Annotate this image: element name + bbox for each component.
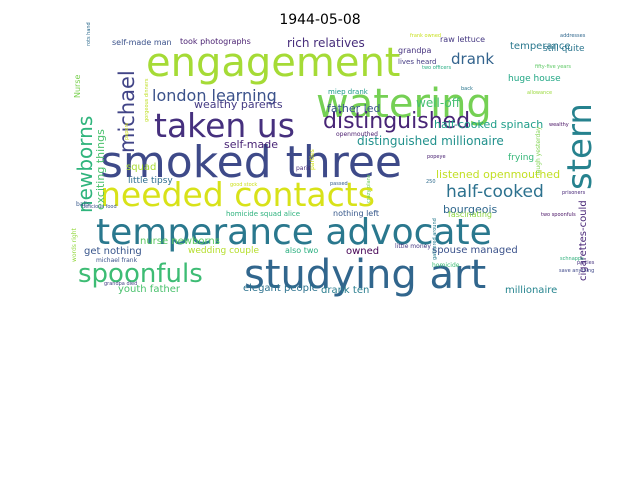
word-4: watering	[316, 81, 492, 127]
word-35: get nothing	[84, 246, 142, 257]
word-72: save anything	[559, 268, 594, 274]
word-21: listened openmouthed	[436, 168, 560, 181]
word-0: smoked three	[100, 137, 402, 188]
word-7: stern	[560, 103, 600, 190]
word-75: delicious food	[82, 204, 117, 210]
word-68: prisoners	[562, 190, 586, 196]
word-53: balls	[76, 201, 90, 208]
word-14: drank	[451, 50, 494, 68]
word-45: little tipsy	[128, 176, 173, 186]
word-70: schnapps	[560, 256, 584, 262]
word-79: wealthy	[549, 122, 569, 128]
word-57: paris	[296, 165, 311, 172]
word-27: raw lettuce	[440, 35, 485, 44]
word-10: michael	[115, 70, 139, 153]
word-54: words right	[71, 227, 78, 262]
word-40: cigarettes-could	[578, 200, 589, 281]
word-24: self-made	[224, 138, 278, 151]
word-3: engagement	[146, 40, 400, 86]
word-32: elegant people	[243, 283, 318, 294]
word-74: two officers	[422, 65, 451, 71]
word-73: fifty-five years	[535, 64, 571, 70]
word-48: still quite	[543, 44, 585, 54]
word-55: little money	[395, 243, 431, 250]
word-41: nothing left	[333, 209, 379, 218]
word-30: nurse newborns	[140, 236, 220, 247]
word-78: popeye	[427, 154, 446, 160]
word-9: distinguished	[323, 109, 470, 134]
word-37: owned	[346, 246, 379, 257]
word-43: also two	[285, 246, 318, 255]
word-62: 250	[426, 179, 436, 185]
word-12: half-cooked	[446, 182, 544, 202]
word-67: gorgeous dinners	[144, 78, 150, 122]
word-66: papers	[124, 122, 130, 140]
word-17: rich relatives	[287, 36, 365, 50]
word-26: huge house	[508, 74, 561, 84]
word-36: squad	[126, 162, 156, 173]
word-80: addresses	[560, 33, 586, 39]
word-6: taken us	[154, 106, 295, 145]
word-69: two spoonfuls	[541, 212, 576, 218]
word-34: millionaire	[505, 285, 557, 296]
word-52: Nurse	[73, 74, 82, 98]
word-44: fascinating	[448, 210, 492, 219]
word-61: rots hand	[86, 22, 92, 46]
word-65: allowance	[527, 90, 552, 96]
word-8: spoonfuls	[78, 259, 203, 289]
word-20: father led	[327, 102, 381, 115]
word-39: frying	[508, 153, 534, 163]
word-19: half-cooked spinach	[434, 118, 543, 131]
word-29: self-made man	[112, 38, 172, 47]
word-11: newborns	[73, 116, 97, 213]
word-58: parties	[309, 149, 316, 170]
word-1: temperance advocate	[96, 212, 492, 253]
word-23: wealthy parents	[194, 98, 283, 111]
word-38: spouse managed	[432, 245, 518, 256]
word-64: grandpa died	[104, 281, 137, 287]
word-2: studying art	[244, 252, 486, 298]
word-60: michael frank	[96, 257, 138, 264]
word-71: parties	[577, 260, 595, 266]
word-59: laugh yesterday	[535, 126, 542, 175]
word-13: london learning	[152, 86, 277, 105]
word-25: temperance	[510, 41, 571, 52]
word-33: drank ten	[321, 285, 369, 296]
word-56: homicide	[432, 262, 460, 269]
word-22: bourgeois	[443, 203, 498, 216]
word-63: good stock	[230, 182, 257, 188]
word-76: frank owned	[410, 33, 441, 39]
word-16: distinguished millionaire	[357, 134, 504, 148]
word-50: openmouthed	[336, 131, 378, 138]
word-31: youth father	[118, 284, 181, 295]
word-82: gathered around	[432, 218, 438, 260]
word-5: needed contacts	[100, 175, 375, 214]
word-77: crazy plans	[366, 174, 372, 203]
word-47: lives heard	[398, 58, 436, 66]
word-51: homicide squad alice	[226, 210, 300, 218]
word-18: well-off	[416, 96, 461, 110]
word-49: miep drank	[328, 88, 369, 96]
word-28: took photographs	[180, 37, 251, 46]
word-46: grandpa	[398, 46, 431, 55]
word-83: passed	[330, 181, 348, 187]
word-81: back	[461, 86, 473, 92]
word-42: wedding couple	[188, 246, 259, 256]
word-15: exciting things	[94, 129, 107, 210]
chart-title: 1944-05-08	[279, 12, 361, 28]
